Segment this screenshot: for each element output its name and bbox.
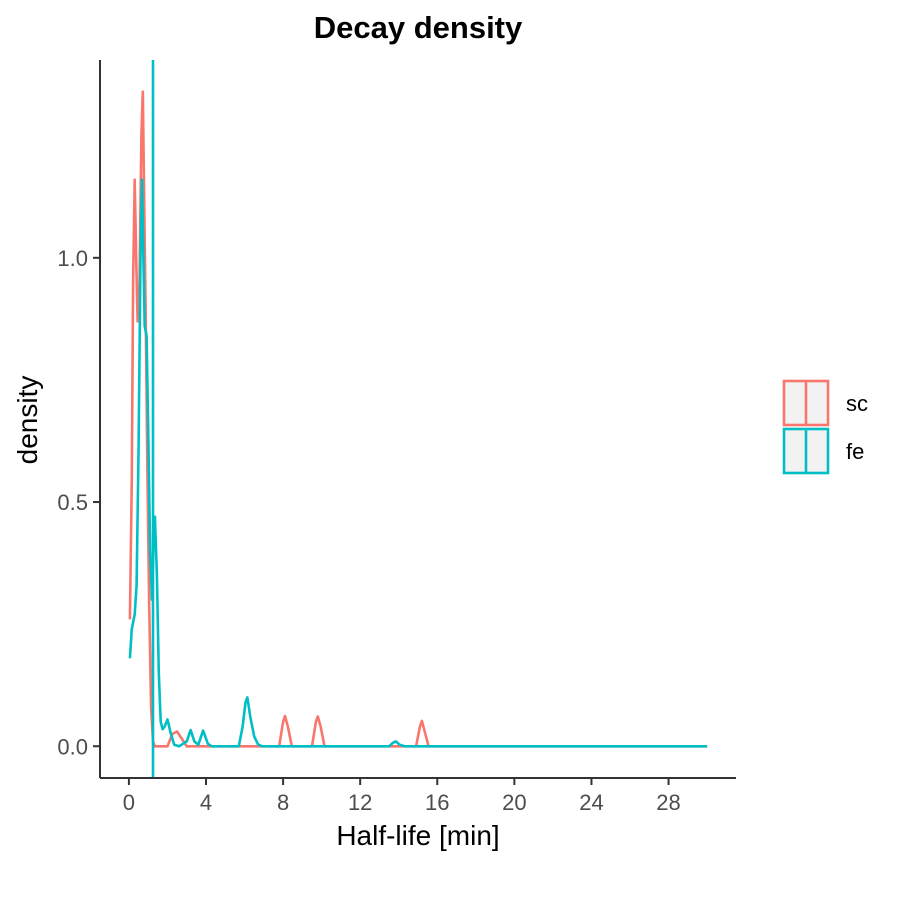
x-axis-title: Half-life [min] bbox=[336, 820, 499, 851]
legend: sc fe bbox=[782, 379, 868, 475]
x-tick-label: 4 bbox=[200, 790, 212, 815]
legend-label-fe: fe bbox=[846, 439, 864, 464]
x-axis-ticks: 0 4 8 12 16 20 24 28 bbox=[123, 778, 681, 815]
y-tick-label: 0.5 bbox=[57, 490, 88, 515]
y-tick-label: 1.0 bbox=[57, 246, 88, 271]
density-line-sc bbox=[128, 90, 708, 748]
y-tick-label: 0.0 bbox=[57, 734, 88, 759]
x-tick-label: 0 bbox=[123, 790, 135, 815]
x-tick-label: 12 bbox=[348, 790, 372, 815]
y-axis-title: density bbox=[12, 376, 43, 465]
x-tick-label: 16 bbox=[425, 790, 449, 815]
density-line-fe bbox=[128, 178, 708, 748]
legend-label-sc: sc bbox=[846, 391, 868, 416]
x-tick-label: 20 bbox=[502, 790, 526, 815]
x-tick-label: 28 bbox=[656, 790, 680, 815]
chart-title: Decay density bbox=[314, 10, 523, 45]
x-tick-label: 24 bbox=[579, 790, 603, 815]
plot-lines bbox=[128, 60, 708, 778]
x-tick-label: 8 bbox=[277, 790, 289, 815]
y-axis-ticks: 0.0 0.5 1.0 bbox=[57, 246, 100, 759]
